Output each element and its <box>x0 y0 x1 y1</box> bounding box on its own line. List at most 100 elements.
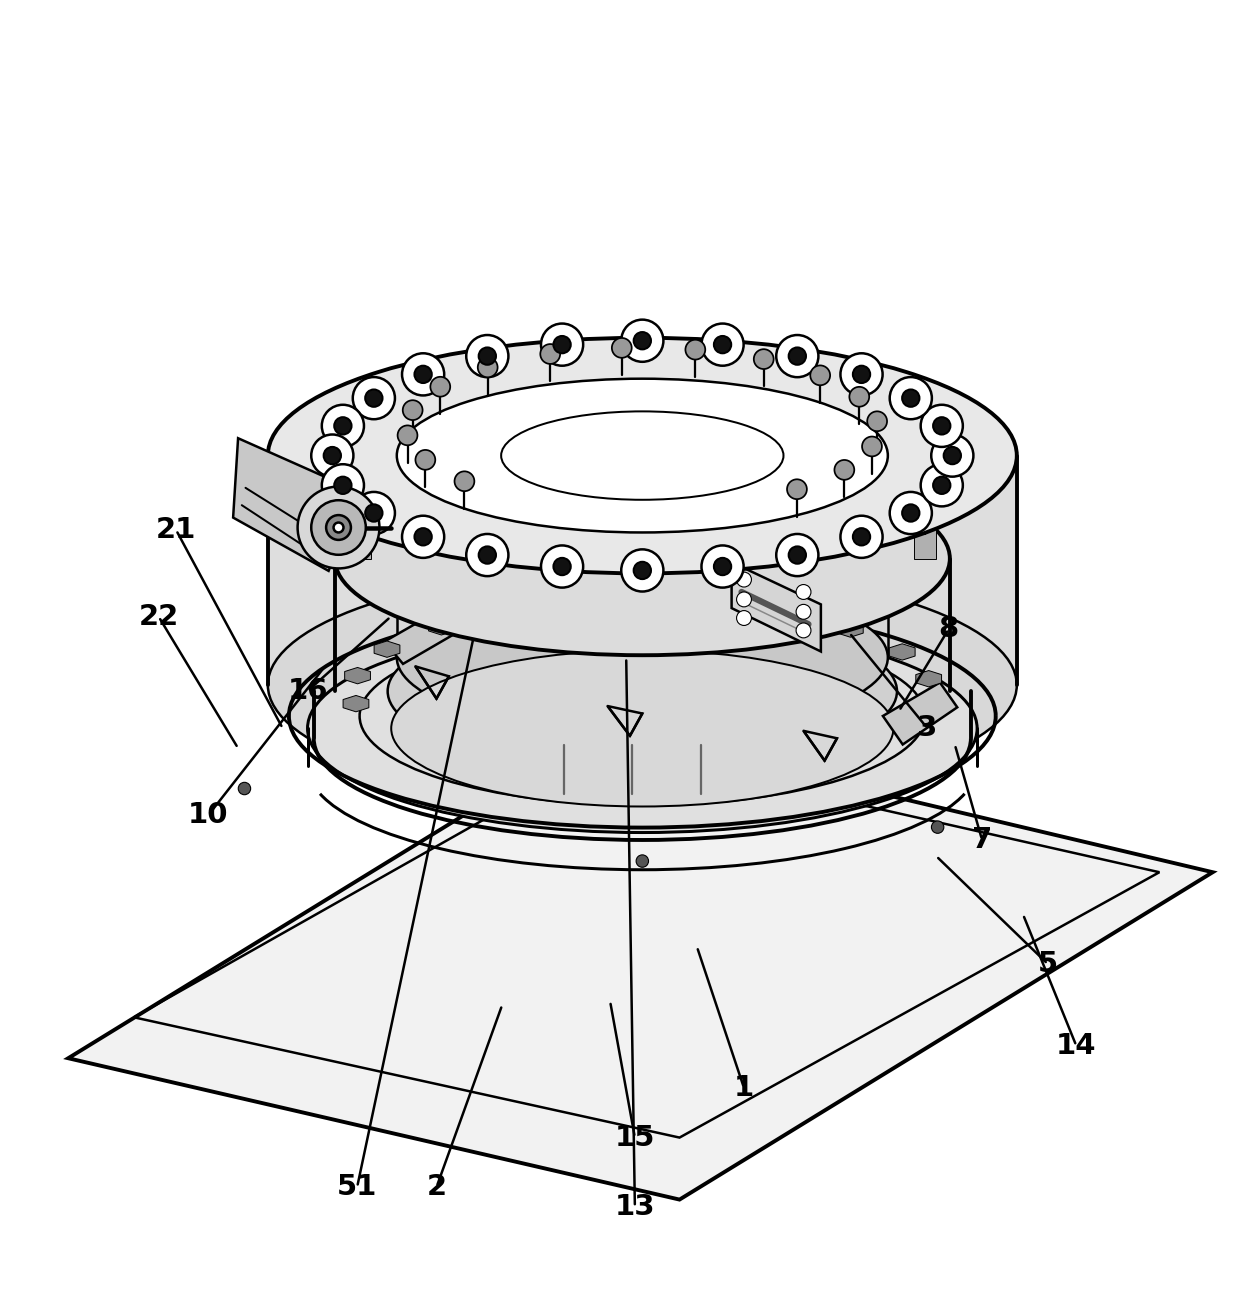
Ellipse shape <box>397 581 888 735</box>
Polygon shape <box>732 562 821 652</box>
Text: 13: 13 <box>615 1194 655 1221</box>
Circle shape <box>714 336 732 353</box>
Circle shape <box>365 504 382 521</box>
Circle shape <box>634 332 651 349</box>
Ellipse shape <box>268 567 1017 803</box>
Polygon shape <box>916 671 941 687</box>
Circle shape <box>737 572 751 588</box>
Polygon shape <box>345 667 371 684</box>
Text: 5: 5 <box>1038 950 1058 979</box>
Circle shape <box>365 390 382 407</box>
Circle shape <box>903 504 920 521</box>
Circle shape <box>402 516 444 558</box>
Circle shape <box>787 480 807 499</box>
Text: 7: 7 <box>972 826 992 853</box>
Circle shape <box>352 493 394 534</box>
Polygon shape <box>233 438 350 571</box>
Circle shape <box>553 558 570 575</box>
Circle shape <box>541 344 560 364</box>
Circle shape <box>311 500 366 555</box>
Circle shape <box>890 377 932 420</box>
Circle shape <box>920 405 962 447</box>
Circle shape <box>636 855 649 868</box>
Circle shape <box>931 434 973 477</box>
Circle shape <box>810 365 830 386</box>
Circle shape <box>477 357 497 378</box>
Circle shape <box>352 377 394 420</box>
Circle shape <box>466 335 508 377</box>
Text: 16: 16 <box>288 678 327 705</box>
Ellipse shape <box>308 624 977 833</box>
Text: 2: 2 <box>427 1173 446 1201</box>
Circle shape <box>776 335 818 377</box>
Circle shape <box>944 447 961 464</box>
Polygon shape <box>446 429 469 493</box>
Circle shape <box>853 528 870 546</box>
Circle shape <box>414 528 432 546</box>
Circle shape <box>867 412 887 431</box>
Circle shape <box>920 464 962 507</box>
Circle shape <box>931 821 944 834</box>
Circle shape <box>835 460 854 480</box>
Circle shape <box>335 477 352 494</box>
Circle shape <box>455 472 475 491</box>
Circle shape <box>611 337 631 358</box>
Ellipse shape <box>314 589 971 792</box>
Polygon shape <box>343 696 368 711</box>
Polygon shape <box>869 447 892 512</box>
Polygon shape <box>360 469 382 534</box>
Circle shape <box>789 348 806 365</box>
Circle shape <box>903 390 920 407</box>
Text: 10: 10 <box>188 801 228 829</box>
Circle shape <box>326 515 351 539</box>
Text: 51: 51 <box>337 1173 377 1201</box>
Circle shape <box>403 400 423 420</box>
Circle shape <box>932 417 950 434</box>
Circle shape <box>796 585 811 599</box>
Circle shape <box>541 546 583 588</box>
Circle shape <box>311 434 353 477</box>
Ellipse shape <box>388 612 897 770</box>
Text: 3: 3 <box>918 714 937 743</box>
Circle shape <box>334 523 343 533</box>
Polygon shape <box>816 429 838 493</box>
Polygon shape <box>903 469 925 534</box>
Polygon shape <box>591 408 614 473</box>
Circle shape <box>853 366 870 383</box>
Polygon shape <box>914 494 936 559</box>
Polygon shape <box>374 641 399 657</box>
Circle shape <box>796 623 811 638</box>
Circle shape <box>322 405 365 447</box>
Polygon shape <box>883 683 957 744</box>
Circle shape <box>430 377 450 396</box>
Circle shape <box>324 447 341 464</box>
Text: 21: 21 <box>156 516 196 543</box>
Polygon shape <box>348 494 371 559</box>
Circle shape <box>841 516 883 558</box>
Circle shape <box>890 493 932 534</box>
Circle shape <box>686 340 706 360</box>
Circle shape <box>841 353 883 395</box>
Circle shape <box>621 550 663 592</box>
Circle shape <box>702 546 744 588</box>
Text: 22: 22 <box>139 603 179 631</box>
Circle shape <box>479 546 496 564</box>
Polygon shape <box>68 728 1213 1200</box>
Circle shape <box>932 477 950 494</box>
Circle shape <box>541 323 583 366</box>
Circle shape <box>737 592 751 607</box>
Polygon shape <box>335 559 950 691</box>
Text: 15: 15 <box>615 1123 655 1152</box>
Circle shape <box>849 387 869 407</box>
Circle shape <box>621 319 663 362</box>
Circle shape <box>714 558 732 575</box>
Circle shape <box>553 336 570 353</box>
Circle shape <box>796 605 811 619</box>
Ellipse shape <box>397 379 888 533</box>
Circle shape <box>415 450 435 470</box>
Polygon shape <box>671 408 693 473</box>
Ellipse shape <box>268 337 1017 573</box>
Circle shape <box>702 323 744 366</box>
Polygon shape <box>268 456 1017 685</box>
Circle shape <box>322 464 365 507</box>
